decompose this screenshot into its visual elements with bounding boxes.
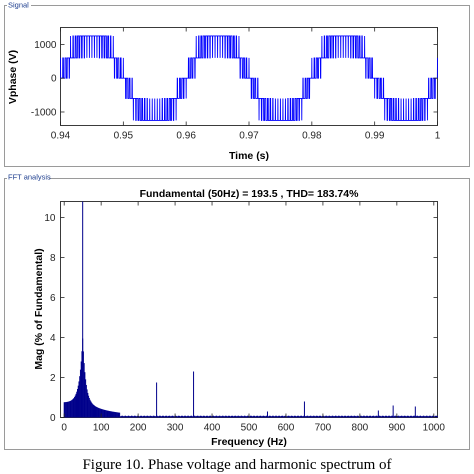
fft-x-tick-label: 600 [278,423,295,434]
signal-panel-title-bg [7,0,31,10]
fft-chart: Fundamental (50Hz) = 193.5 , THD= 183.74… [33,188,445,448]
signal-x-tick-label: 0.97 [239,131,259,142]
fft-y-tick-label: 10 [44,213,56,224]
fft-x-tick-label: 200 [130,423,147,434]
fft-chart-title: Fundamental (50Hz) = 193.5 , THD= 183.74… [140,188,359,200]
fft-x-tick-label: 0 [61,423,67,434]
fft-y-tick-label: 6 [50,293,56,304]
fft-x-tick-label: 800 [352,423,369,434]
signal-chart: 0.94 0.95 0.96 0.97 0.98 0.99 1 1000 0 -1000 Tim… [7,27,441,162]
signal-x-tick-label: 0.94 [51,131,71,142]
fft-x-axis-title: Frequency (Hz) [211,436,287,448]
fft-panel-title-bg [7,172,49,182]
fft-panel-title: FFT analysis [8,173,51,182]
signal-y-tick-label: 0 [51,74,57,85]
fft-x-tick-label: 700 [315,423,332,434]
fft-y-tick-label: 8 [50,253,56,264]
signal-x-tick-label: 0.95 [114,131,134,142]
fft-y-tick-label: 0 [50,413,56,424]
fft-x-tick-label: 300 [167,423,184,434]
signal-panel: Signal [4,0,470,167]
signal-y-tick-label: -1000 [31,107,57,118]
fft-x-ticks: 0 100 200 300 400 500 600 700 800 900 1000 [61,201,446,434]
signal-x-axis-title: Time (s) [229,150,269,162]
signal-x-tick-label: 0.96 [176,131,196,142]
signal-y-axis-title: Vphase (V) [7,50,19,104]
fft-x-tick-label: 500 [241,423,258,434]
fft-y-ticks: 0 2 4 6 8 10 [44,213,438,424]
fft-y-tick-label: 4 [50,333,56,344]
signal-panel-frame [4,5,470,167]
signal-y-ticks: 1000 0 -1000 [31,40,438,118]
fft-plot-area [60,201,438,418]
fft-x-tick-label: 400 [204,423,221,434]
signal-x-tick-label: 1 [435,131,441,142]
signal-x-tick-label: 0.98 [302,131,322,142]
signal-y-tick-label: 1000 [34,40,57,51]
fft-y-tick-label: 2 [50,373,56,384]
fft-panel: FFT analysis [4,172,470,450]
fft-x-tick-label: 100 [93,423,110,434]
fft-x-tick-label: 900 [388,423,405,434]
fft-panel-frame [4,178,470,450]
fft-x-tick-label: 1000 [423,423,446,434]
signal-panel-title: Signal [8,1,29,10]
fft-y-axis-title: Mag (% of Fundamental) [33,248,45,369]
fft-bars [63,201,438,418]
signal-x-ticks: 0.94 0.95 0.96 0.97 0.98 0.99 1 [51,27,441,142]
signal-x-tick-label: 0.99 [365,131,385,142]
figure-caption: Figure 10. Phase voltage and harmonic sp… [82,457,392,473]
signal-line [60,35,438,121]
